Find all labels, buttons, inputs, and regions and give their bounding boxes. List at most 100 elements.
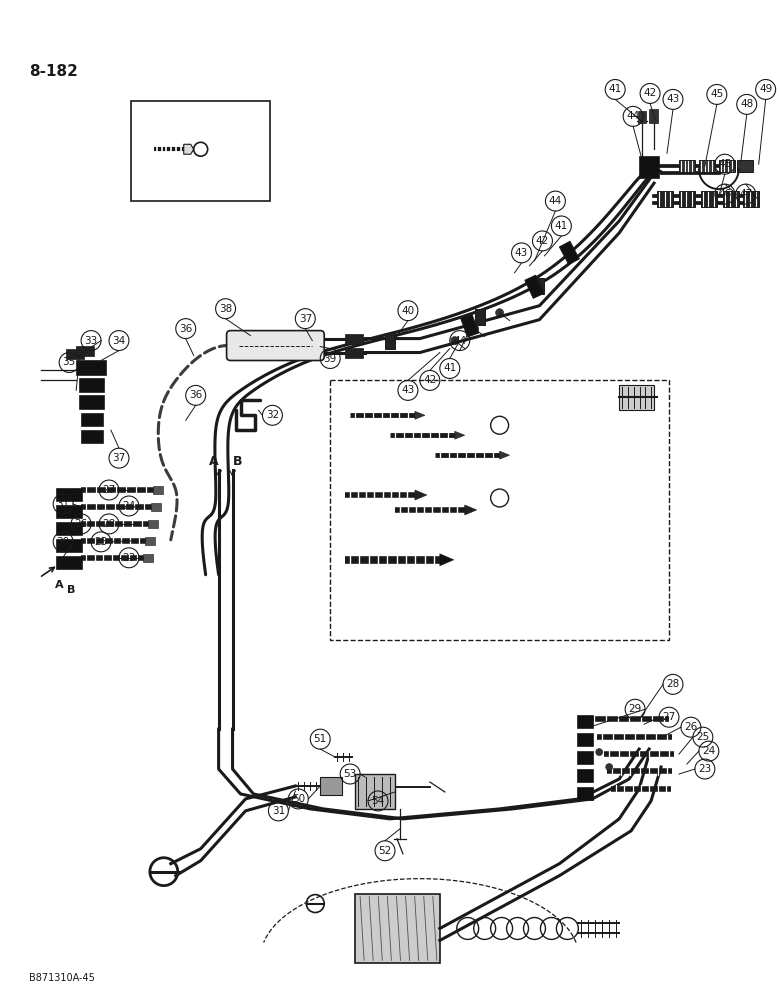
Text: 44: 44 xyxy=(549,196,562,206)
Text: 46: 46 xyxy=(718,189,732,199)
Text: 36: 36 xyxy=(179,324,193,334)
Text: 53: 53 xyxy=(343,769,356,779)
Bar xyxy=(577,751,594,764)
Text: 27: 27 xyxy=(102,485,115,495)
Bar xyxy=(719,160,735,172)
Text: 49: 49 xyxy=(759,84,772,94)
Bar xyxy=(79,395,104,409)
Text: 23: 23 xyxy=(698,764,711,774)
Text: 41: 41 xyxy=(608,84,622,94)
Polygon shape xyxy=(500,451,509,459)
Bar xyxy=(76,360,106,375)
Bar xyxy=(131,101,271,201)
Bar xyxy=(461,314,479,337)
Text: 25: 25 xyxy=(697,732,710,742)
Text: 41: 41 xyxy=(443,363,456,373)
Text: 39: 39 xyxy=(324,354,337,364)
Polygon shape xyxy=(455,431,465,439)
Bar xyxy=(56,522,82,535)
Bar xyxy=(346,334,363,344)
FancyBboxPatch shape xyxy=(226,331,324,360)
Text: 45: 45 xyxy=(718,159,732,169)
Bar xyxy=(577,787,594,800)
Bar xyxy=(66,349,84,359)
Text: 29: 29 xyxy=(629,704,642,714)
Text: 8-182: 8-182 xyxy=(30,64,78,79)
Text: 51: 51 xyxy=(314,734,327,744)
Text: 28: 28 xyxy=(666,679,679,689)
Bar xyxy=(525,275,544,298)
Text: 43: 43 xyxy=(666,94,679,104)
Bar xyxy=(153,486,163,494)
Circle shape xyxy=(470,325,479,333)
Text: 27: 27 xyxy=(662,712,675,722)
Bar xyxy=(321,777,342,795)
Text: 24: 24 xyxy=(122,501,136,511)
Bar xyxy=(143,554,153,562)
Bar xyxy=(145,537,155,545)
Bar xyxy=(723,191,739,207)
Text: 44: 44 xyxy=(626,111,640,121)
Bar xyxy=(79,378,104,392)
Text: 43: 43 xyxy=(402,385,414,395)
Circle shape xyxy=(596,749,603,756)
Bar xyxy=(657,191,673,207)
Text: 26: 26 xyxy=(684,722,697,732)
Bar xyxy=(81,430,103,443)
Text: 37: 37 xyxy=(299,314,312,324)
Text: 35: 35 xyxy=(62,357,76,367)
Bar xyxy=(534,278,544,294)
Text: 52: 52 xyxy=(378,846,392,856)
Text: 40: 40 xyxy=(402,306,414,316)
Bar xyxy=(577,715,594,728)
Bar xyxy=(737,160,753,172)
Text: 44: 44 xyxy=(453,336,466,346)
Bar xyxy=(385,333,395,349)
Text: 42: 42 xyxy=(424,375,437,385)
Bar xyxy=(577,769,594,782)
Bar xyxy=(56,505,82,518)
Bar xyxy=(76,346,94,356)
Text: 23: 23 xyxy=(122,553,136,563)
Polygon shape xyxy=(184,144,193,154)
Circle shape xyxy=(606,764,613,771)
Text: A: A xyxy=(55,580,63,590)
Text: 26: 26 xyxy=(74,519,87,529)
Bar xyxy=(699,160,714,172)
Text: 43: 43 xyxy=(515,248,528,258)
Bar xyxy=(701,191,717,207)
Text: B: B xyxy=(67,585,76,595)
Bar xyxy=(743,191,759,207)
Text: B871310A-45: B871310A-45 xyxy=(30,973,95,983)
Bar xyxy=(148,520,158,528)
Bar xyxy=(475,309,484,325)
Text: 32: 32 xyxy=(266,410,279,420)
Bar xyxy=(330,380,669,640)
Text: 31: 31 xyxy=(271,806,285,816)
Bar xyxy=(81,413,103,426)
Text: 45: 45 xyxy=(711,89,724,99)
Polygon shape xyxy=(465,505,477,515)
Bar xyxy=(56,539,82,552)
Text: 36: 36 xyxy=(189,390,202,400)
Bar xyxy=(355,774,395,809)
Polygon shape xyxy=(415,411,425,419)
Text: 42: 42 xyxy=(644,88,657,98)
Text: 31: 31 xyxy=(56,499,69,509)
Polygon shape xyxy=(440,554,454,566)
Text: 34: 34 xyxy=(112,336,126,346)
Text: 25: 25 xyxy=(94,537,108,547)
Bar xyxy=(649,109,658,123)
Text: 28: 28 xyxy=(102,519,115,529)
Polygon shape xyxy=(415,490,427,500)
Circle shape xyxy=(451,337,459,345)
Bar xyxy=(56,488,82,501)
Circle shape xyxy=(495,309,504,317)
Bar xyxy=(346,348,363,358)
Bar xyxy=(679,191,695,207)
Bar xyxy=(619,385,654,410)
Text: A: A xyxy=(209,455,218,468)
Text: B: B xyxy=(232,455,243,468)
Text: 42: 42 xyxy=(536,236,549,246)
Bar xyxy=(638,111,646,123)
